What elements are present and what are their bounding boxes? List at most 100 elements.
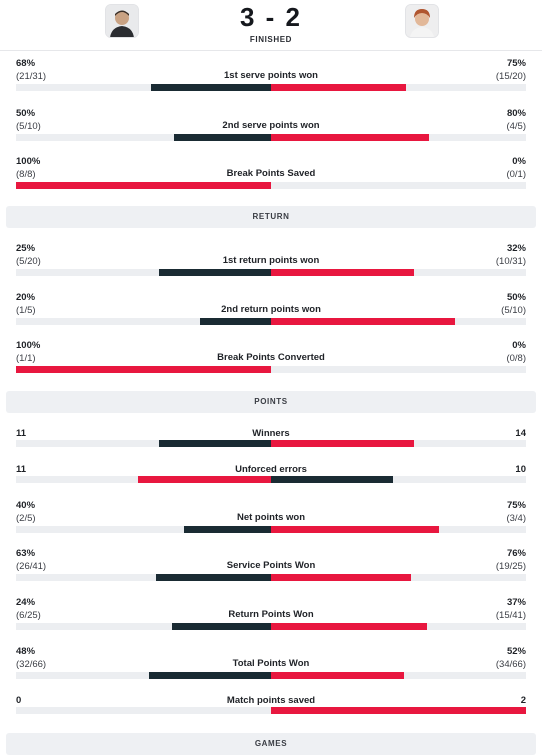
left-bar: [16, 182, 271, 189]
section-header-points: POINTS: [6, 391, 536, 413]
left-bar: [159, 269, 271, 276]
stat-bar-track: [16, 366, 526, 373]
right-fraction: (19/25): [495, 561, 526, 572]
match-score: 3 - 2: [239, 2, 303, 32]
stat-label: Winners: [252, 428, 290, 439]
left-value: 63%: [16, 548, 36, 559]
stat-label: Break Points Saved: [226, 168, 316, 179]
left-fraction: (21/31): [16, 71, 47, 82]
left-value: 48%: [16, 646, 36, 657]
right-value: 0%: [512, 340, 526, 351]
right-bar: [271, 623, 427, 630]
right-bar: [271, 574, 411, 581]
left-value: 11: [16, 428, 27, 439]
right-bar: [271, 526, 439, 533]
stat-bar-track: [16, 574, 526, 581]
right-value: 80%: [506, 108, 526, 119]
left-fraction: (1/5): [16, 305, 36, 316]
left-bar: [174, 134, 271, 141]
stat-label: Return Points Won: [228, 609, 314, 620]
stat-label: Service Points Won: [226, 560, 316, 571]
right-fraction: (0/8): [506, 353, 526, 364]
stat-label: Total Points Won: [232, 658, 310, 669]
right-value: 37%: [506, 597, 526, 608]
left-value: 100%: [16, 156, 41, 167]
stat-label: 1st serve points won: [224, 70, 318, 81]
right-value: 75%: [506, 58, 526, 69]
stat-label: Break Points Converted: [217, 352, 325, 363]
right-value: 2: [520, 695, 526, 706]
left-value: 25%: [16, 243, 36, 254]
section-header-return: RETURN: [6, 206, 536, 228]
right-value: 50%: [506, 292, 526, 303]
right-value: 32%: [506, 243, 526, 254]
stat-label: 2nd return points won: [221, 304, 321, 315]
stat-bar-track: [16, 84, 526, 91]
left-bar: [151, 84, 271, 91]
left-value: 11: [16, 464, 27, 475]
left-fraction: (6/25): [16, 610, 41, 621]
stat-bar-track: [16, 672, 526, 679]
left-bar: [200, 318, 271, 325]
right-fraction: (10/31): [495, 256, 526, 267]
right-fraction: (34/66): [495, 659, 526, 670]
stat-bar-track: [16, 182, 526, 189]
right-fraction: (15/20): [495, 71, 526, 82]
right-bar: [271, 440, 414, 447]
stat-label: Net points won: [236, 512, 306, 523]
left-fraction: (32/66): [16, 659, 47, 670]
stat-bar-track: [16, 526, 526, 533]
left-bar: [138, 476, 271, 483]
stat-bar-track: [16, 440, 526, 447]
right-fraction: (15/41): [495, 610, 526, 621]
right-bar: [271, 84, 406, 91]
left-value: 50%: [16, 108, 36, 119]
left-value: 0: [16, 695, 22, 706]
left-value: 40%: [16, 500, 36, 511]
right-fraction: (0/1): [506, 169, 526, 180]
left-fraction: (1/1): [16, 353, 36, 364]
right-bar: [271, 707, 526, 714]
right-bar: [271, 318, 455, 325]
section-header-games: GAMES: [6, 733, 536, 755]
stat-bar-track: [16, 318, 526, 325]
right-bar: [271, 476, 393, 483]
left-bar: [172, 623, 271, 630]
left-fraction: (26/41): [16, 561, 47, 572]
stat-bar-track: [16, 269, 526, 276]
right-value: 14: [515, 428, 526, 439]
right-player-avatar[interactable]: [405, 4, 439, 38]
player-photo-icon: [106, 5, 138, 37]
left-value: 68%: [16, 58, 36, 69]
stat-bar-track: [16, 134, 526, 141]
left-value: 20%: [16, 292, 36, 303]
left-fraction: (2/5): [16, 513, 36, 524]
stat-label: 1st return points won: [222, 255, 320, 266]
left-fraction: (8/8): [16, 169, 36, 180]
right-fraction: (5/10): [501, 305, 526, 316]
left-bar: [159, 440, 271, 447]
left-fraction: (5/20): [16, 256, 41, 267]
stat-label: Unforced errors: [235, 464, 307, 475]
right-bar: [271, 672, 404, 679]
left-bar: [16, 366, 271, 373]
right-value: 76%: [506, 548, 526, 559]
stat-bar-track: [16, 707, 526, 714]
stat-label: 2nd serve points won: [222, 120, 320, 131]
right-value: 75%: [506, 500, 526, 511]
left-value: 24%: [16, 597, 36, 608]
left-bar: [149, 672, 271, 679]
left-player-avatar[interactable]: [105, 4, 139, 38]
player-photo-icon: [406, 5, 438, 37]
match-header: 3 - 2 FINISHED: [0, 0, 542, 51]
left-fraction: (5/10): [16, 121, 41, 132]
right-fraction: (4/5): [506, 121, 526, 132]
stat-bar-track: [16, 476, 526, 483]
right-bar: [271, 269, 414, 276]
right-bar: [271, 134, 429, 141]
right-value: 10: [515, 464, 526, 475]
stat-label: Match points saved: [226, 695, 316, 706]
right-value: 52%: [506, 646, 526, 657]
right-fraction: (3/4): [506, 513, 526, 524]
match-status: FINISHED: [249, 35, 293, 44]
